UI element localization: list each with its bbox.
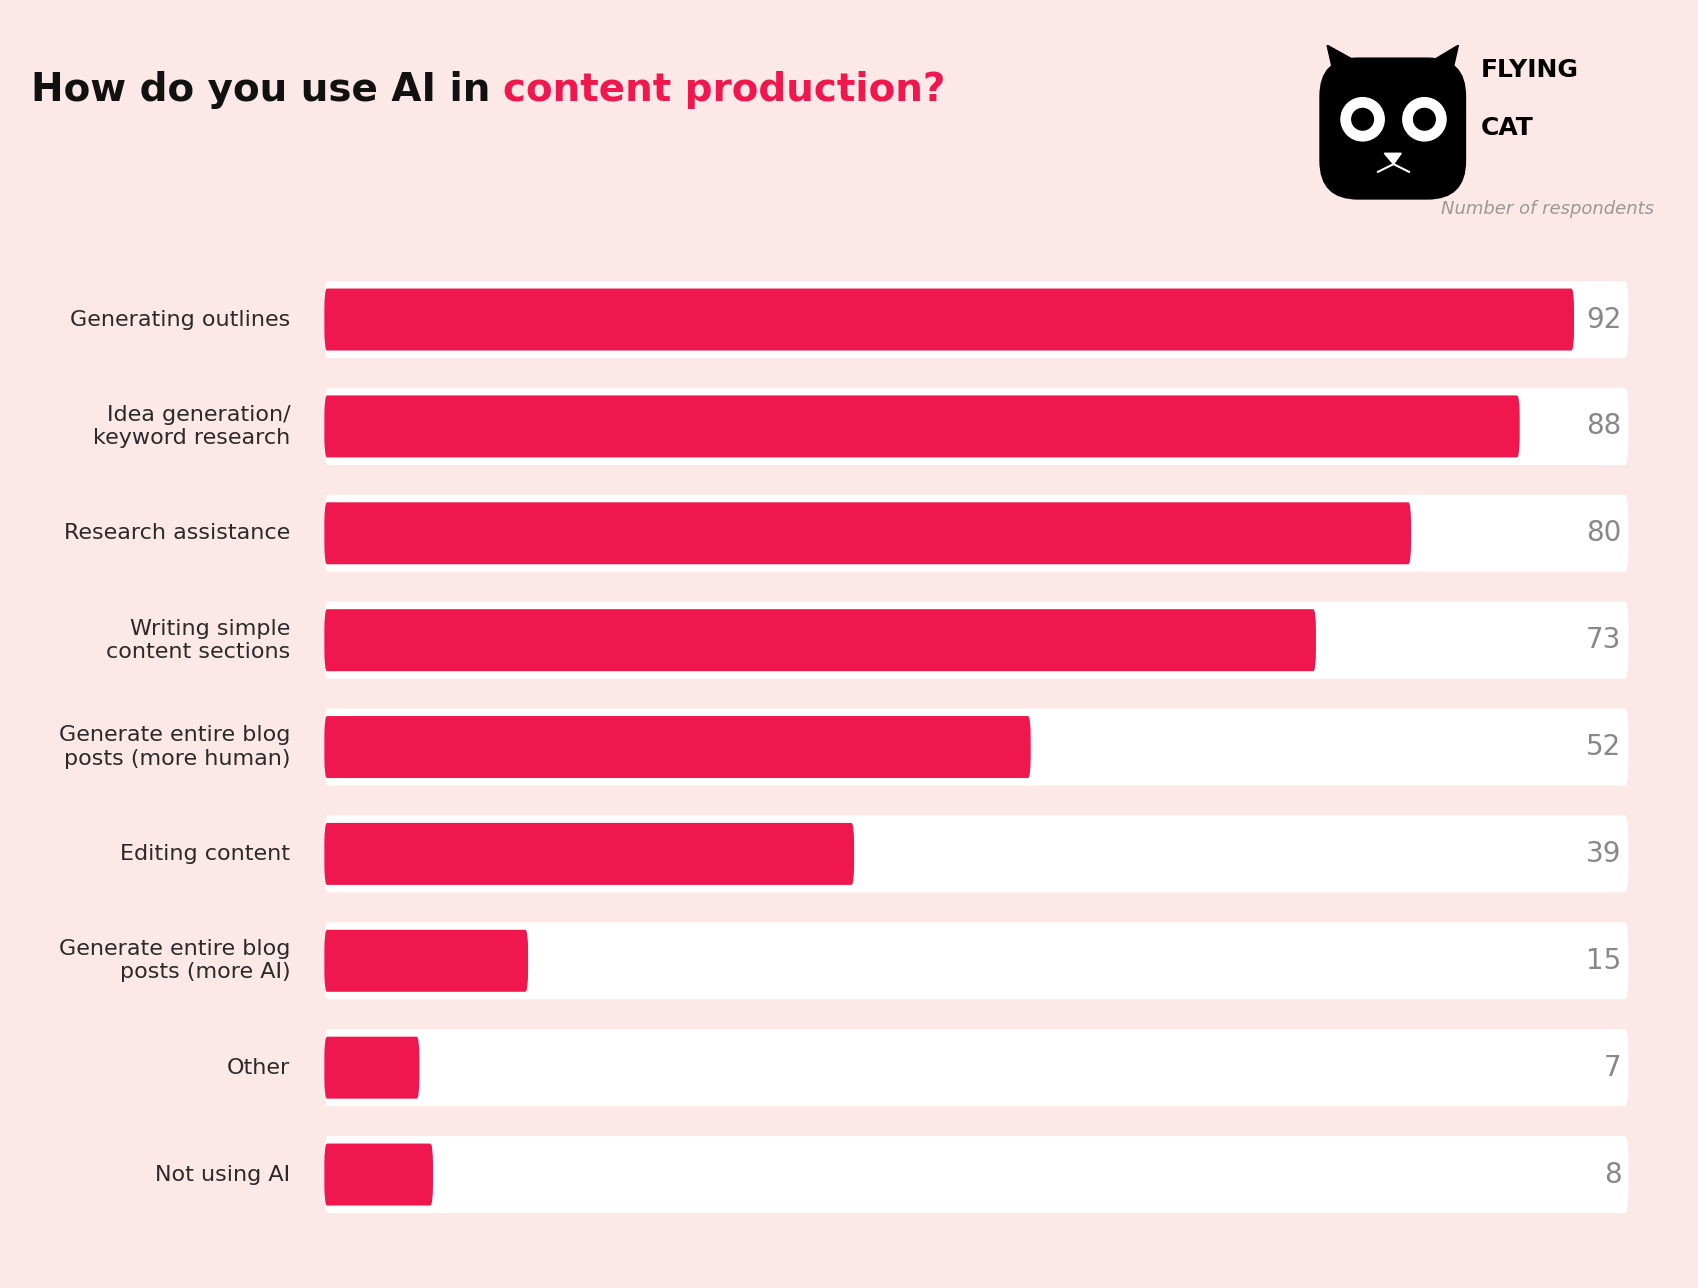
- Text: Idea generation/
keyword research: Idea generation/ keyword research: [93, 404, 290, 448]
- Polygon shape: [1420, 45, 1459, 79]
- FancyBboxPatch shape: [324, 815, 1628, 893]
- FancyBboxPatch shape: [324, 708, 1628, 786]
- FancyBboxPatch shape: [324, 601, 1628, 679]
- Text: 15: 15: [1586, 947, 1622, 975]
- FancyBboxPatch shape: [324, 1037, 419, 1099]
- FancyBboxPatch shape: [324, 502, 1411, 564]
- FancyBboxPatch shape: [324, 1029, 1628, 1106]
- Text: How do you use AI in: How do you use AI in: [31, 71, 503, 109]
- FancyBboxPatch shape: [324, 609, 1316, 671]
- FancyBboxPatch shape: [324, 1136, 1628, 1213]
- Text: Not using AI: Not using AI: [155, 1164, 290, 1185]
- Text: 39: 39: [1586, 840, 1622, 868]
- Polygon shape: [1384, 153, 1401, 164]
- Text: 88: 88: [1586, 412, 1622, 440]
- FancyBboxPatch shape: [1319, 58, 1465, 200]
- Circle shape: [1341, 98, 1384, 140]
- Text: FLYING: FLYING: [1481, 58, 1579, 82]
- FancyBboxPatch shape: [324, 495, 1628, 572]
- Circle shape: [1414, 108, 1435, 130]
- FancyBboxPatch shape: [324, 281, 1628, 358]
- Polygon shape: [1328, 45, 1369, 79]
- FancyBboxPatch shape: [324, 395, 1520, 457]
- Text: Editing content: Editing content: [121, 844, 290, 864]
- Text: Generate entire blog
posts (more human): Generate entire blog posts (more human): [59, 725, 290, 769]
- Text: 92: 92: [1586, 305, 1622, 334]
- FancyBboxPatch shape: [324, 1144, 433, 1206]
- Text: 7: 7: [1605, 1054, 1622, 1082]
- Text: 52: 52: [1586, 733, 1622, 761]
- FancyBboxPatch shape: [324, 289, 1574, 350]
- Circle shape: [1403, 98, 1447, 140]
- FancyBboxPatch shape: [324, 823, 854, 885]
- Text: Generating outlines: Generating outlines: [70, 309, 290, 330]
- Text: CAT: CAT: [1481, 116, 1533, 140]
- Text: 73: 73: [1586, 626, 1622, 654]
- Text: 80: 80: [1586, 519, 1622, 547]
- FancyBboxPatch shape: [324, 922, 1628, 999]
- Circle shape: [1352, 108, 1374, 130]
- Text: Writing simple
content sections: Writing simple content sections: [105, 618, 290, 662]
- FancyBboxPatch shape: [324, 930, 528, 992]
- Text: Number of respondents: Number of respondents: [1442, 200, 1654, 218]
- Text: content production?: content production?: [503, 71, 946, 109]
- Text: Research assistance: Research assistance: [65, 523, 290, 544]
- Text: Other: Other: [228, 1057, 290, 1078]
- FancyBboxPatch shape: [324, 716, 1031, 778]
- Text: 8: 8: [1605, 1160, 1622, 1189]
- FancyBboxPatch shape: [324, 388, 1628, 465]
- Text: Generate entire blog
posts (more AI): Generate entire blog posts (more AI): [59, 939, 290, 983]
